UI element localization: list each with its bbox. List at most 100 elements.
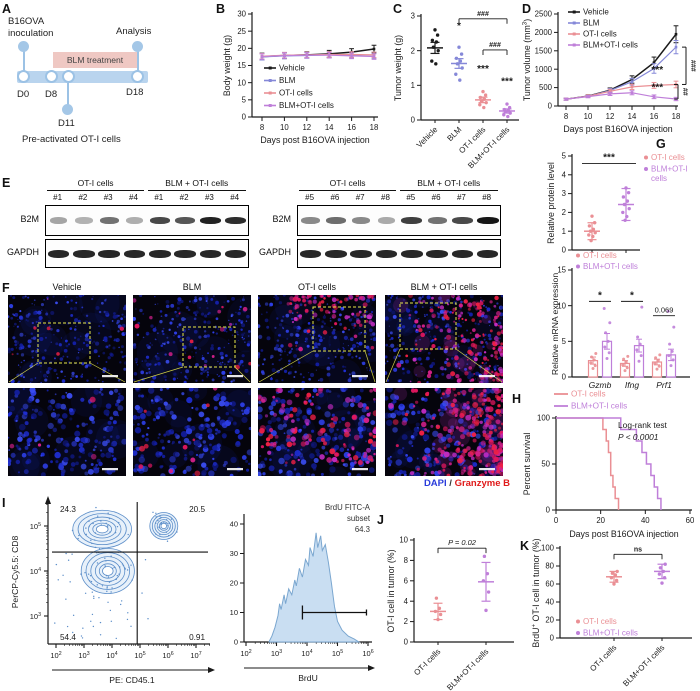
d11-stem <box>67 83 69 105</box>
svg-text:BLM+OT-I: BLM+OT-I <box>651 165 688 174</box>
svg-text:3: 3 <box>411 12 415 21</box>
lane-group-line <box>147 190 246 192</box>
d18-label: D18 <box>126 87 144 98</box>
micro-title: BLM <box>182 282 202 292</box>
gapdh-band <box>476 249 499 258</box>
svg-text:103: 103 <box>30 612 41 621</box>
caption-separator: / <box>446 478 455 489</box>
stain-caption: DAPI / Granzyme B <box>328 478 510 489</box>
panel-f-microscopy: Vehicle BLM OT-I cells BLM + OT-I cells <box>0 281 560 496</box>
micro-title: Vehicle <box>52 282 82 292</box>
panel-b-label: B <box>216 2 226 16</box>
svg-text:4: 4 <box>404 597 409 606</box>
lane-number: #3 <box>204 193 214 202</box>
svg-text:###: ### <box>689 60 696 72</box>
svg-text:##: ## <box>681 88 688 96</box>
svg-text:8: 8 <box>404 556 408 565</box>
timeline-bar <box>17 71 148 83</box>
svg-text:102: 102 <box>240 649 251 658</box>
svg-text:OT-I cells: OT-I cells <box>583 30 617 39</box>
svg-text:20: 20 <box>230 579 238 588</box>
svg-text:102: 102 <box>50 651 61 660</box>
panel-g-label: G <box>656 137 666 151</box>
micro-image-blm-ot-i-cells-row1 <box>385 295 503 383</box>
svg-text:###: ### <box>477 11 489 18</box>
inoculation-label-line1: B16OVA <box>8 16 45 27</box>
svg-text:1: 1 <box>411 81 415 90</box>
svg-text:cells: cells <box>651 174 667 183</box>
micro-title: OT-I cells <box>297 282 336 292</box>
b2m-band <box>301 217 320 224</box>
timeline-node-d0 <box>17 70 30 83</box>
svg-text:6: 6 <box>404 576 408 585</box>
lane-number: #1 <box>53 193 63 202</box>
svg-text:15: 15 <box>557 266 566 275</box>
lane-group-label: OT-I cells <box>77 178 114 188</box>
svg-text:***: *** <box>501 77 513 88</box>
svg-text:*: * <box>598 290 602 301</box>
svg-text:103: 103 <box>271 649 282 658</box>
b2m-band <box>326 217 346 224</box>
panel-k-label: K <box>520 539 530 553</box>
analysis-stem <box>137 46 139 76</box>
preactivated-oti-label: Pre-activated OT-I cells <box>22 134 121 145</box>
b2m-band <box>125 217 144 224</box>
lane-number: #5 <box>305 193 315 202</box>
svg-text:107: 107 <box>190 651 201 660</box>
lane-group-label: BLM + OT-I cells <box>165 178 229 188</box>
svg-text:100: 100 <box>541 544 555 553</box>
svg-text:*: * <box>630 290 634 301</box>
svg-text:0: 0 <box>546 506 551 515</box>
b2m-band <box>401 217 423 224</box>
svg-text:***: *** <box>651 83 663 94</box>
timeline-node-d18 <box>131 70 144 83</box>
svg-text:Body weight (g): Body weight (g) <box>222 35 232 96</box>
svg-text:OT-I cells: OT-I cells <box>583 617 617 626</box>
gapdh-band <box>174 249 196 258</box>
lane-number: #8 <box>381 193 390 202</box>
svg-text:BLM+OT-I cells: BLM+OT-I cells <box>279 101 334 110</box>
svg-text:OT-I cell in tumor (%): OT-I cell in tumor (%) <box>386 549 396 632</box>
svg-text:106: 106 <box>362 649 373 658</box>
svg-text:*: * <box>457 21 461 32</box>
gapdh-band <box>199 249 222 258</box>
svg-text:40: 40 <box>641 516 650 525</box>
svg-text:BLM: BLM <box>445 125 463 143</box>
gapdh-band <box>98 249 120 258</box>
svg-text:40: 40 <box>545 598 554 607</box>
svg-text:BLM+OT-I cells: BLM+OT-I cells <box>621 643 666 688</box>
svg-text:64.3: 64.3 <box>355 525 370 534</box>
svg-text:0: 0 <box>554 516 559 525</box>
b2m-row-label: B2M <box>20 213 39 224</box>
micro-image-ot-i-cells-row2 <box>258 388 376 476</box>
gapdh-band <box>47 249 70 258</box>
micro-image-vehicle-row1 <box>8 295 126 383</box>
panel-a-label: A <box>2 2 12 16</box>
svg-text:Log-rank test: Log-rank test <box>618 420 668 430</box>
panel-i-brdu-histogram: 0 10 20 30 40 102 103 104 105 106 BrdU BrdU FITC-A s… <box>230 503 375 683</box>
lane-number: #7 <box>456 193 466 202</box>
micro-image-vehicle-row2 <box>8 388 126 476</box>
svg-text:Vehicle: Vehicle <box>583 8 609 17</box>
svg-text:OT-I cells: OT-I cells <box>588 643 618 673</box>
svg-text:10: 10 <box>230 608 238 617</box>
lane-group-line <box>46 190 145 192</box>
lane-number: #2 <box>78 193 88 202</box>
svg-text:54.4: 54.4 <box>60 633 76 642</box>
svg-text:30: 30 <box>230 549 238 558</box>
svg-text:OT-I cells: OT-I cells <box>583 251 617 260</box>
svg-text:PerCP-Cy5.5: CD8: PerCP-Cy5.5: CD8 <box>10 535 20 608</box>
svg-text:P < 0.0001: P < 0.0001 <box>618 432 658 442</box>
svg-text:BrdU: BrdU <box>298 673 318 683</box>
b2m-blot <box>45 205 249 236</box>
svg-text:BLM: BLM <box>279 76 296 85</box>
inoculation-stem <box>23 46 25 76</box>
svg-text:3: 3 <box>562 189 566 198</box>
svg-text:10: 10 <box>557 301 566 310</box>
lane-number: #4 <box>230 193 240 202</box>
